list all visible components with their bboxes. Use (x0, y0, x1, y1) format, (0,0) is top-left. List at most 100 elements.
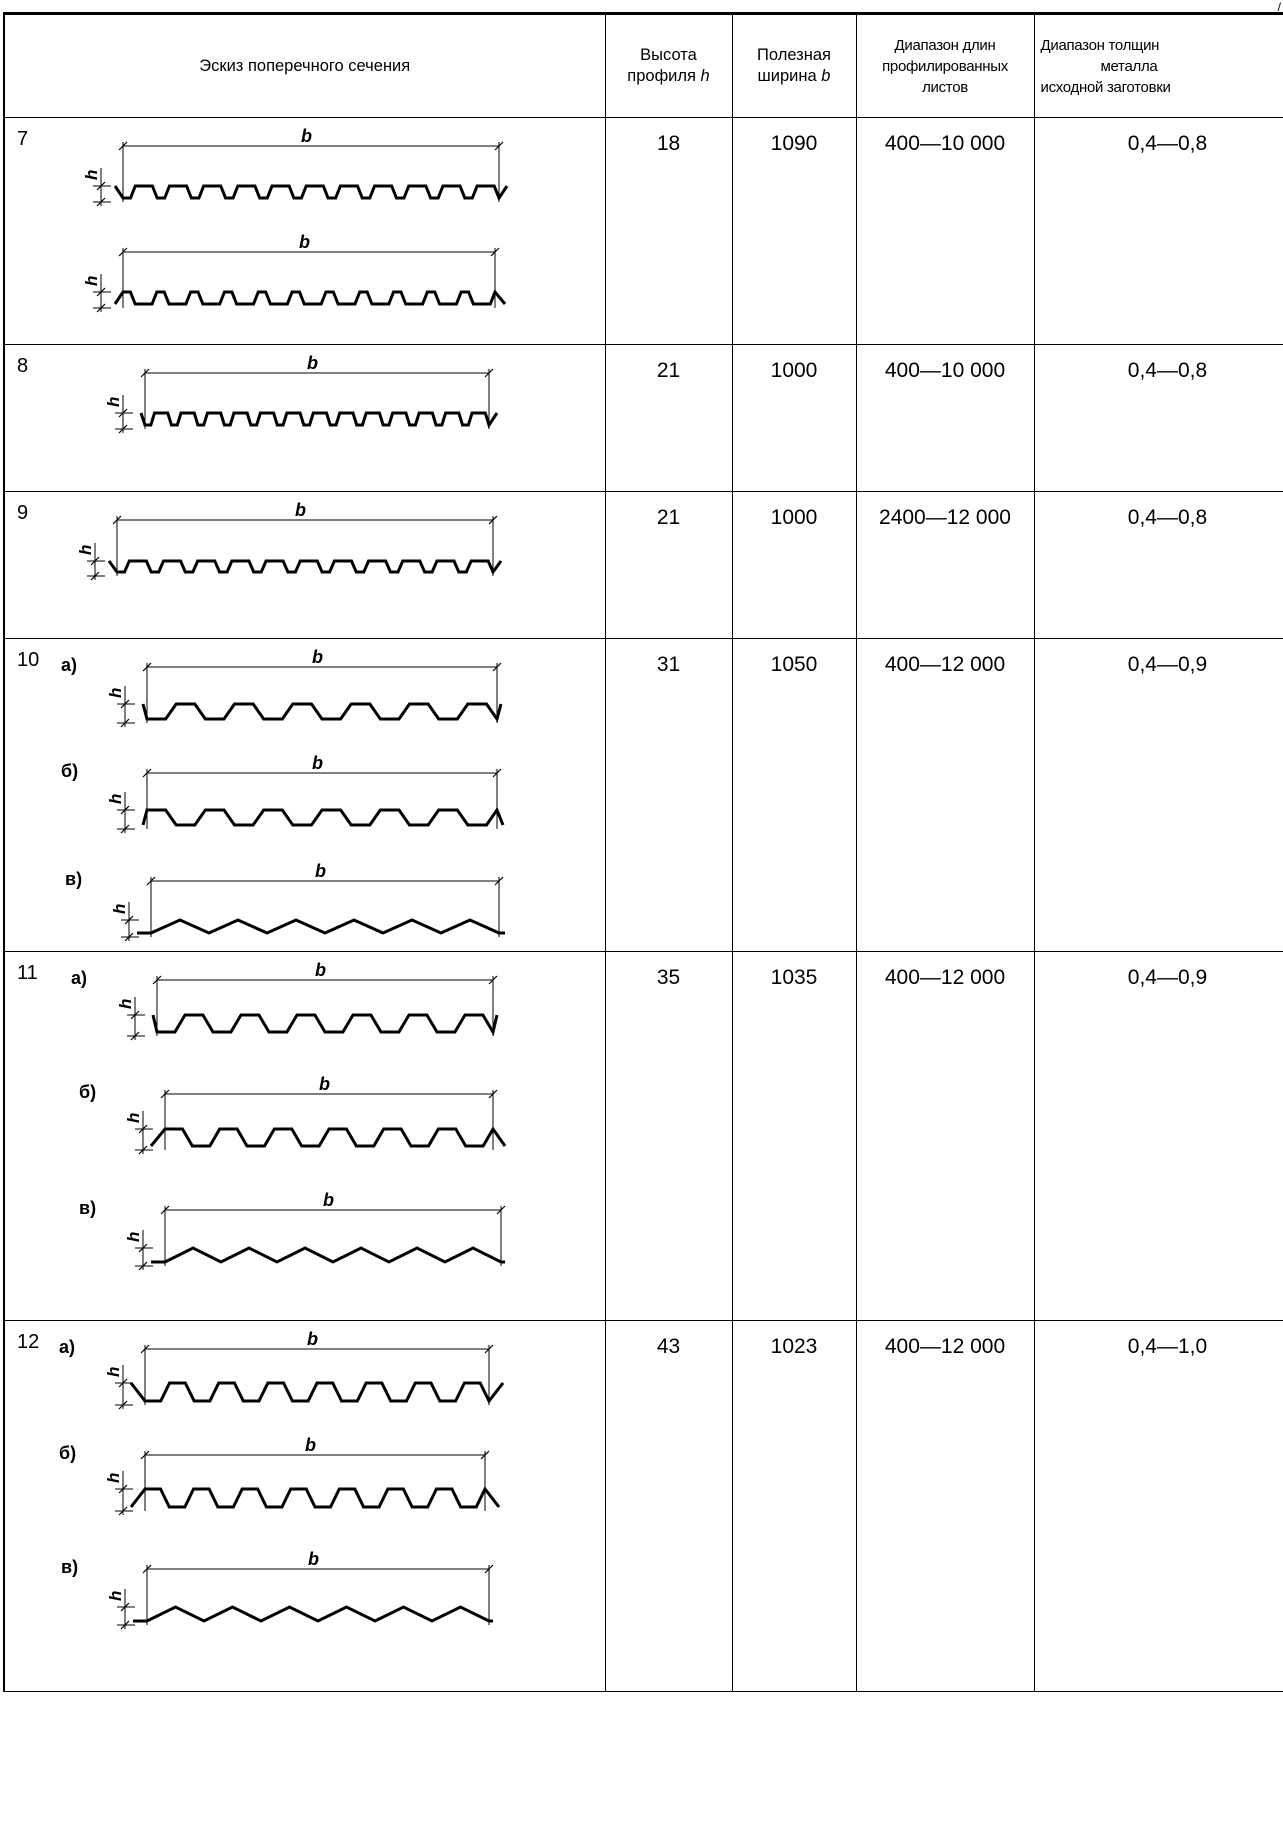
variant-label: б) (79, 1082, 96, 1102)
tick-mark (160, 1089, 170, 1099)
tick-mark (118, 141, 128, 151)
tick-mark (96, 303, 106, 313)
cell-height: 18 (604, 117, 733, 345)
tick-mark (120, 824, 130, 834)
tick-mark (90, 556, 100, 566)
tick-mark (480, 1450, 490, 1460)
cell-thickness: 0,4—1,0 (1033, 1320, 1283, 1692)
table-row: 7 b h b h 18 1090 400—10 000 0,4—0,8 (3, 117, 1283, 345)
profile-line (129, 1486, 501, 1509)
label-b: b (295, 500, 306, 520)
tick-mark (140, 368, 150, 378)
variant-label: в) (65, 869, 82, 889)
table-row: 11 b h а) b h б) b h в) 35 1035 400—12 000 0,4—0,9 (3, 951, 1283, 1321)
cell-width: 1000 (731, 344, 857, 492)
sketch-cell: 11 b h а) b h б) b h в) (3, 951, 606, 1321)
tick-mark (120, 699, 130, 709)
label-b: b (315, 861, 326, 881)
cell-width: 1090 (731, 117, 857, 345)
label-b: b (307, 353, 318, 373)
tick-mark (142, 662, 152, 672)
tick-mark (488, 975, 498, 985)
profile-sketch: b h а) (61, 647, 503, 728)
tick-mark (484, 1344, 494, 1354)
profile-line (113, 184, 509, 202)
tick-mark (118, 1400, 128, 1410)
profile-line (139, 411, 499, 429)
cell-height: 43 (604, 1320, 733, 1692)
label-h: h (106, 688, 125, 698)
tick-mark (484, 368, 494, 378)
profile-line (129, 1381, 505, 1404)
label-b: b (307, 1329, 318, 1349)
tick-mark (118, 408, 128, 418)
table-row: 9 b h 21 1000 2400—12 000 0,4—0,8 (3, 491, 1283, 639)
label-b: b (315, 960, 326, 980)
profile-line (151, 1013, 499, 1036)
page-mark: / (1277, 0, 1281, 14)
cell-width: 1035 (731, 951, 857, 1321)
tick-mark (138, 1124, 148, 1134)
tick-mark (492, 768, 502, 778)
profile-line (107, 559, 503, 576)
cell-height: 21 (604, 491, 733, 639)
tick-mark (96, 287, 106, 297)
sketch-drawing: b h а) b h б) b h в) (61, 647, 505, 942)
label-h: h (124, 1232, 143, 1242)
label-b: b (319, 1074, 330, 1094)
cell-length: 400—12 000 (855, 638, 1035, 952)
tick-mark (124, 932, 134, 942)
tick-mark (120, 1602, 130, 1612)
tick-mark (484, 1564, 494, 1574)
variant-label: а) (61, 655, 77, 675)
tick-mark (112, 515, 122, 525)
variant-label: в) (61, 1557, 78, 1577)
tick-mark (142, 1564, 152, 1574)
tick-mark (140, 1450, 150, 1460)
tick-mark (118, 1484, 128, 1494)
tick-mark (96, 181, 106, 191)
cell-length: 400—12 000 (855, 951, 1035, 1321)
tick-mark (490, 247, 500, 257)
variant-label: в) (79, 1198, 96, 1218)
variant-label: б) (61, 761, 78, 781)
label-b: b (305, 1435, 316, 1455)
label-h: h (104, 1473, 123, 1483)
tick-mark (130, 1031, 140, 1041)
tick-mark (120, 718, 130, 728)
profile-sketch: b h в) (65, 861, 505, 942)
tick-mark (120, 1620, 130, 1630)
variant-label: а) (71, 968, 87, 988)
sketch-cell: 12 b h а) b h б) b h в) (3, 1320, 606, 1692)
tick-mark (488, 1089, 498, 1099)
label-h: h (104, 1367, 123, 1377)
tick-mark (96, 197, 106, 207)
profile-sketch: b h б) (61, 753, 505, 834)
profile-sketch: bh (76, 500, 503, 581)
tick-mark (118, 247, 128, 257)
profile-line (151, 1246, 505, 1264)
header-height: Высота профиля h (604, 13, 733, 118)
cell-thickness: 0,4—0,9 (1033, 638, 1283, 952)
variant-label: а) (59, 1337, 75, 1357)
profile-line (149, 1126, 507, 1148)
cell-thickness: 0,4—0,9 (1033, 951, 1283, 1321)
header-length: Диапазон длин профилированных листов (855, 13, 1035, 118)
header-width: Полезная ширина b (731, 13, 857, 118)
tick-mark (138, 1145, 148, 1155)
profile-sketch: b h а) (71, 960, 499, 1041)
cell-height: 21 (604, 344, 733, 492)
label-b: b (312, 753, 323, 773)
label-b: b (301, 126, 312, 146)
profile-sketch: b h а) (59, 1329, 505, 1410)
tick-mark (494, 141, 504, 151)
profile-sketch: b h б) (79, 1074, 507, 1155)
profile-line (141, 806, 505, 827)
cell-thickness: 0,4—0,8 (1033, 344, 1283, 492)
row-number: 7 (17, 128, 29, 150)
cell-width: 1050 (731, 638, 857, 952)
cell-height: 35 (604, 951, 733, 1321)
